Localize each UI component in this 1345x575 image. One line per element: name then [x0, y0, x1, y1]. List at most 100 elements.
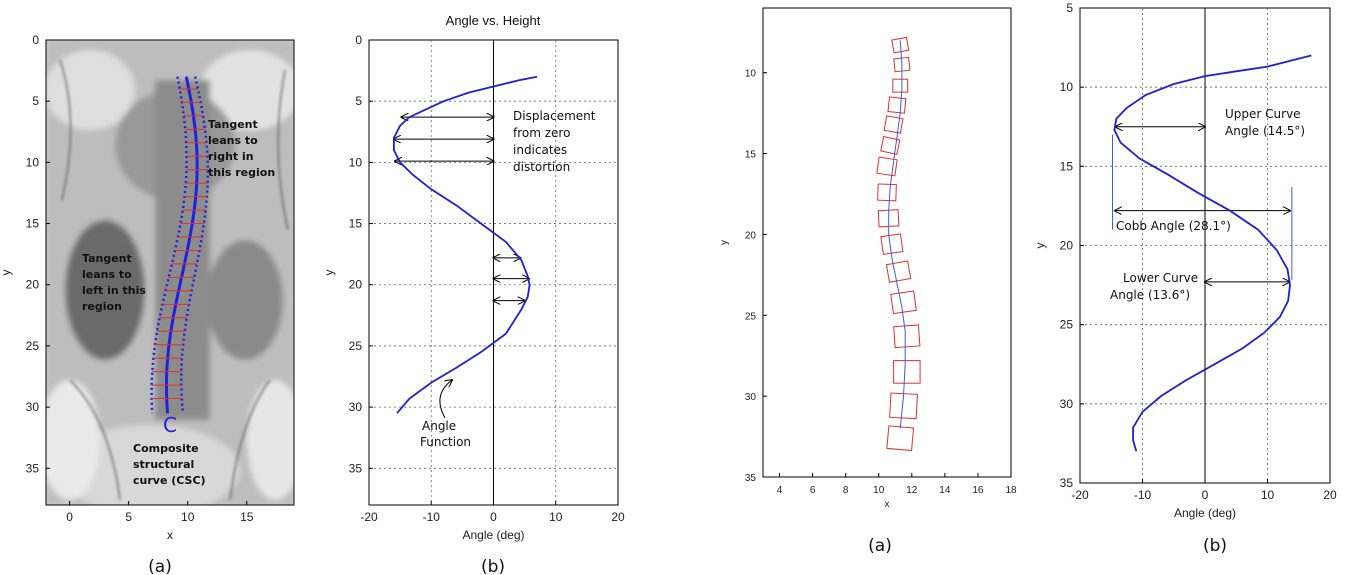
x-tick-label: 5	[125, 510, 132, 524]
angle-function-line	[393, 75, 538, 414]
y-tick-label: 25	[26, 339, 40, 353]
vertebra-box	[893, 324, 921, 349]
annotation-bottom-line-3: curve (CSC)	[133, 474, 206, 487]
displacement-arrows	[394, 40, 529, 505]
annotation-right-line-3: right in	[208, 150, 254, 163]
vertebra-box	[889, 392, 918, 420]
vertebra-box	[880, 233, 904, 255]
y-tick-label: 25	[745, 311, 757, 322]
y-tick-label: 35	[26, 461, 40, 475]
annotation-cobb: Cobb Angle (28.1°)	[1116, 219, 1231, 233]
y-tick-label: 35	[745, 473, 757, 484]
y-tick-label: 0	[355, 33, 362, 47]
panel-caption: (b)	[481, 557, 505, 575]
y-tick-label: 35	[1060, 476, 1074, 490]
annotation-left-line-4: region	[82, 300, 122, 313]
x-axis-label: Angle (deg)	[1174, 506, 1236, 520]
annotation-left-line-1: Tangent	[82, 252, 132, 265]
annotation-displacement-line-4: distortion	[513, 160, 570, 174]
x-tick-label: -20	[1071, 488, 1089, 502]
x-tick-label: -10	[1134, 488, 1152, 502]
vertebra-box	[876, 156, 898, 177]
y-tick-label: 15	[349, 217, 363, 231]
x-tick-label: 0	[66, 510, 73, 524]
axes: -20 -10 0 10 20 0 5 10 15 20 25 30 35 Angle (deg) y	[322, 33, 625, 542]
y-tick-label: 10	[745, 69, 757, 80]
x-tick-label: 8	[843, 485, 849, 496]
annotation-left-line-3: left in this	[82, 284, 146, 297]
panel-2a: 4 6 8 10 12 14 16 18 10 15 20 25 30 35 x y (a)	[719, 7, 1017, 556]
annotation-right-line-2: leans to	[208, 134, 258, 147]
x-tick-label: 6	[810, 485, 816, 496]
plot-frame	[762, 7, 1012, 478]
annotation-left-line-2: leans to	[82, 268, 132, 281]
annotation-bottom-line-2: structural	[133, 458, 194, 471]
y-tick-label: 20	[349, 278, 363, 292]
axes: 0 5 10 15 0 5 10 15 20 25 30 35 x y	[0, 33, 254, 542]
x-tick-label: 10	[873, 485, 885, 496]
annotation-function-line-2: Function	[420, 435, 471, 449]
axes: 4 6 8 10 12 14 16 18 10 15 20 25 30 35 x y	[719, 69, 1017, 510]
y-tick-label: 25	[349, 339, 363, 353]
annotation-right-line-4: this region	[208, 166, 275, 179]
x-tick-label: 0	[1202, 488, 1209, 502]
y-tick-label: 20	[1060, 239, 1074, 253]
vertebra-box	[883, 115, 904, 134]
y-tick-label: 20	[745, 230, 757, 241]
plot-frame	[45, 39, 295, 506]
y-axis-label: y	[0, 270, 13, 276]
annotation-right-line-1: Tangent	[208, 118, 258, 131]
annotation-displacement-line-3: indicates	[513, 143, 567, 157]
y-tick-label: 20	[26, 278, 40, 292]
xray-image	[46, 40, 294, 505]
x-axis-label: Angle (deg)	[462, 528, 524, 542]
y-tick-label: 5	[355, 94, 362, 108]
y-tick-label: 10	[1060, 80, 1074, 94]
annotation-upper-line-1: Upper Curve	[1225, 107, 1301, 121]
vertebra-box	[885, 260, 912, 283]
x-tick-label: 10	[549, 510, 563, 524]
vertebra-box	[892, 78, 909, 93]
y-axis-label: y	[322, 270, 336, 276]
chart-title: Angle vs. Height	[446, 13, 541, 28]
left-boundary	[150, 76, 188, 414]
vertebra-box	[877, 183, 897, 202]
x-tick-label: 20	[611, 510, 625, 524]
angle-function-line	[1113, 54, 1312, 452]
annotation-bottom-line-1: Composite	[133, 442, 199, 455]
x-tick-label: 20	[1323, 488, 1337, 502]
csc-curve	[165, 76, 199, 414]
x-tick-label: 18	[1005, 485, 1017, 496]
y-tick-label: 10	[349, 155, 363, 169]
spine-overlay	[150, 76, 210, 414]
panel-caption: (a)	[868, 536, 892, 556]
x-tick-label: -10	[423, 510, 441, 524]
spine-centerline	[888, 40, 906, 429]
y-tick-label: 30	[1060, 397, 1074, 411]
y-tick-label: 15	[1060, 159, 1074, 173]
x-tick-label: 15	[240, 510, 254, 524]
annotation-displacement-line-1: Displacement	[513, 109, 596, 123]
panel-caption: (b)	[1203, 536, 1227, 556]
x-tick-label: 12	[906, 485, 918, 496]
x-tick-label: -20	[360, 510, 378, 524]
x-axis-label: x	[885, 499, 890, 510]
vertebra-box	[886, 425, 915, 452]
annotation-lower-line-2: Angle (13.6°)	[1110, 288, 1190, 302]
y-axis-label: y	[719, 240, 730, 245]
y-axis-label: y	[1033, 243, 1047, 249]
x-tick-label: 4	[777, 485, 783, 496]
panel-2b: -20 -10 0 10 20 5 10 15 20 25 30 35 Angle (deg) y Upp…	[1033, 1, 1337, 556]
vertebra-boxes	[876, 36, 921, 452]
x-tick-label: 16	[972, 485, 984, 496]
y-tick-label: 30	[26, 400, 40, 414]
curve-letter-c: C	[163, 413, 177, 437]
y-tick-label: 35	[349, 461, 363, 475]
annotation-function-line-1: Angle	[422, 419, 456, 433]
x-tick-label: 0	[490, 510, 497, 524]
panel-caption: (a)	[148, 557, 172, 575]
y-tick-label: 15	[26, 217, 40, 231]
y-tick-label: 30	[349, 400, 363, 414]
